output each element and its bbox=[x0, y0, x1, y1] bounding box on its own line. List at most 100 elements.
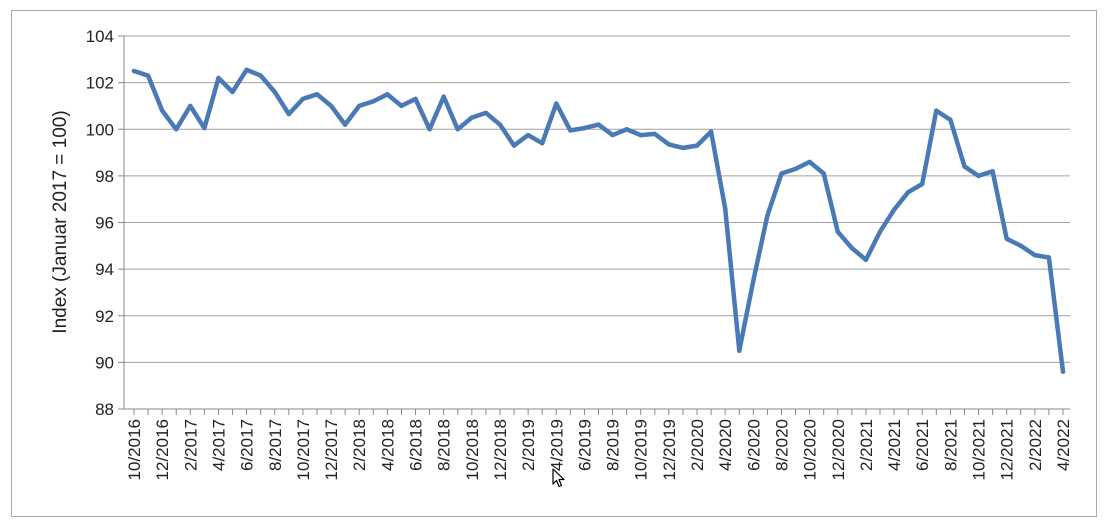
x-tick-label: 2/2017 bbox=[181, 419, 200, 471]
x-tick-label: 4/2017 bbox=[209, 419, 228, 471]
data-point bbox=[708, 129, 714, 134]
x-tick-label: 10/2016 bbox=[125, 419, 144, 480]
data-point bbox=[976, 173, 981, 179]
y-tick-label: 102 bbox=[86, 74, 114, 93]
data-point bbox=[934, 108, 939, 113]
data-point bbox=[877, 229, 883, 235]
data-point bbox=[849, 245, 855, 251]
data-point bbox=[1046, 255, 1052, 260]
data-point bbox=[652, 131, 658, 137]
data-point bbox=[497, 122, 503, 127]
data-point bbox=[666, 142, 672, 147]
data-point bbox=[835, 229, 840, 235]
y-tick-label: 96 bbox=[95, 214, 114, 233]
data-point bbox=[891, 207, 897, 212]
data-point bbox=[1018, 243, 1023, 249]
data-point bbox=[554, 101, 559, 106]
x-tick-label: 4/2018 bbox=[378, 419, 397, 471]
data-point bbox=[216, 75, 221, 81]
data-point bbox=[413, 96, 418, 102]
series-line bbox=[131, 67, 1066, 374]
data-point bbox=[455, 127, 460, 132]
data-point bbox=[596, 122, 601, 127]
x-tick-label: 8/2019 bbox=[604, 419, 623, 471]
data-point bbox=[1060, 369, 1066, 374]
y-axis-ticks: 88 90 92 94 96 98 100 102 104 bbox=[86, 27, 124, 419]
data-point bbox=[905, 189, 911, 195]
data-point bbox=[174, 127, 179, 132]
x-tick-label: 10/2018 bbox=[463, 419, 482, 480]
chart-frame bbox=[11, 10, 1097, 517]
x-tick-label: 6/2017 bbox=[238, 419, 257, 471]
x-tick-label: 4/2021 bbox=[885, 419, 904, 471]
series-layer bbox=[131, 67, 1066, 374]
x-tick-label: 4/2019 bbox=[547, 419, 566, 471]
data-point bbox=[202, 125, 207, 131]
x-tick-label: 2/2018 bbox=[350, 419, 369, 471]
y-tick-label: 100 bbox=[86, 120, 114, 139]
x-axis-ticks: 10/2016 12/2016 2/2017 4/2017 6/2017 8/2017 10… bbox=[125, 409, 1073, 480]
x-tick-label: 12/2020 bbox=[829, 419, 848, 480]
data-point bbox=[483, 110, 489, 116]
mouse-cursor-icon bbox=[552, 468, 565, 488]
x-tick-label: 12/2021 bbox=[998, 419, 1017, 480]
data-point bbox=[525, 132, 531, 138]
data-point bbox=[342, 122, 348, 127]
x-tick-label: 8/2021 bbox=[941, 419, 960, 471]
y-tick-label: 104 bbox=[86, 27, 114, 46]
data-point bbox=[272, 89, 277, 95]
data-point bbox=[1032, 252, 1038, 258]
x-tick-label: 10/2019 bbox=[632, 419, 651, 480]
data-point bbox=[427, 127, 432, 132]
y-tick-label: 90 bbox=[95, 353, 114, 372]
x-tick-label: 2/2022 bbox=[1026, 419, 1045, 471]
data-point bbox=[624, 127, 629, 132]
x-tick-label: 2/2019 bbox=[519, 419, 538, 471]
data-point bbox=[385, 92, 390, 97]
x-tick-label: 12/2018 bbox=[491, 419, 510, 480]
x-tick-label: 12/2017 bbox=[322, 419, 341, 480]
x-tick-label: 12/2016 bbox=[153, 419, 172, 480]
data-point bbox=[990, 169, 995, 174]
data-point bbox=[511, 143, 517, 148]
data-point bbox=[1004, 236, 1009, 242]
data-point bbox=[582, 125, 587, 131]
data-point bbox=[371, 99, 376, 104]
x-tick-label: 6/2019 bbox=[575, 419, 594, 471]
data-point bbox=[863, 257, 869, 262]
data-point bbox=[328, 103, 334, 109]
x-tick-label: 10/2021 bbox=[970, 419, 989, 480]
data-point bbox=[314, 92, 320, 97]
data-point bbox=[131, 68, 137, 74]
x-tick-label: 8/2018 bbox=[435, 419, 454, 471]
data-point bbox=[722, 206, 728, 211]
data-point bbox=[793, 166, 798, 172]
y-axis-title: Index (Januar 2017 = 100) bbox=[50, 110, 71, 333]
data-point bbox=[469, 115, 475, 120]
data-point bbox=[920, 181, 925, 187]
data-point bbox=[244, 67, 249, 73]
data-point bbox=[539, 141, 545, 146]
data-point bbox=[737, 348, 742, 353]
x-tick-label: 2/2021 bbox=[857, 419, 876, 471]
data-point bbox=[230, 89, 235, 95]
data-point bbox=[638, 132, 643, 138]
x-tick-label: 6/2021 bbox=[913, 419, 932, 471]
data-point bbox=[145, 73, 151, 78]
data-point bbox=[765, 213, 770, 218]
x-tick-label: 4/2022 bbox=[1054, 419, 1073, 471]
gridlines bbox=[124, 35, 1070, 363]
data-point bbox=[188, 103, 193, 109]
data-point bbox=[258, 73, 263, 78]
x-tick-label: 10/2020 bbox=[801, 419, 820, 480]
x-tick-label: 6/2018 bbox=[407, 419, 426, 471]
data-point bbox=[286, 111, 292, 117]
data-point bbox=[807, 159, 812, 165]
data-point bbox=[751, 278, 756, 283]
y-tick-label: 98 bbox=[95, 167, 114, 186]
data-point bbox=[779, 171, 784, 176]
x-tick-label: 12/2019 bbox=[660, 419, 679, 480]
data-point bbox=[694, 143, 700, 148]
data-point bbox=[399, 103, 404, 109]
